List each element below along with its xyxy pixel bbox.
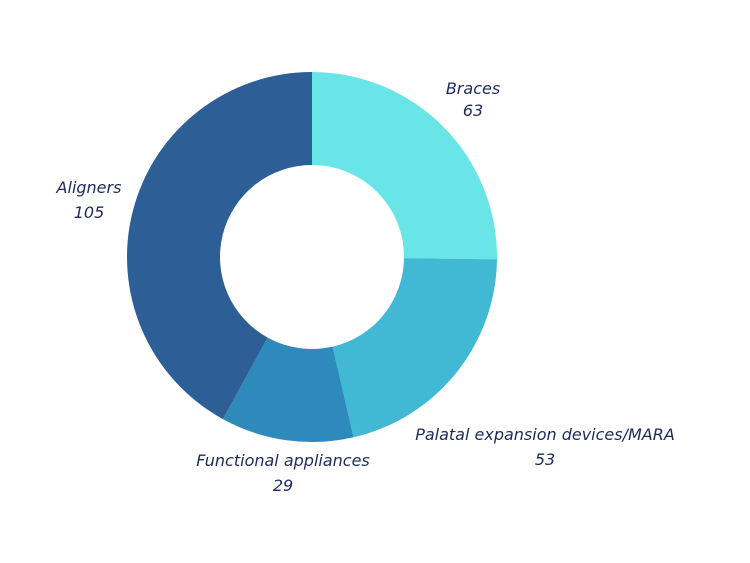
slice-value-aligners: 105 — [74, 203, 105, 222]
slice-label-braces: Braces — [446, 79, 500, 98]
label-braces: Braces 63 — [446, 79, 500, 120]
donut-slices — [127, 72, 497, 442]
slice-functional-appliances — [222, 337, 354, 442]
label-functional: Functional appliances 29 — [196, 451, 370, 495]
label-palatal: Palatal expansion devices/MARA 53 — [415, 425, 675, 469]
slice-value-braces: 63 — [463, 101, 483, 120]
slice-label-aligners: Aligners — [56, 178, 122, 197]
slice-aligners — [127, 72, 312, 420]
slice-value-functional: 29 — [273, 476, 293, 495]
slice-label-functional: Functional appliances — [196, 451, 370, 470]
slice-label-palatal: Palatal expansion devices/MARA — [415, 425, 675, 444]
slice-palatal-expansion-devices-mara — [332, 258, 497, 438]
slice-value-palatal: 53 — [535, 450, 555, 469]
label-aligners: Aligners 105 — [56, 178, 122, 222]
slice-braces — [312, 72, 497, 260]
